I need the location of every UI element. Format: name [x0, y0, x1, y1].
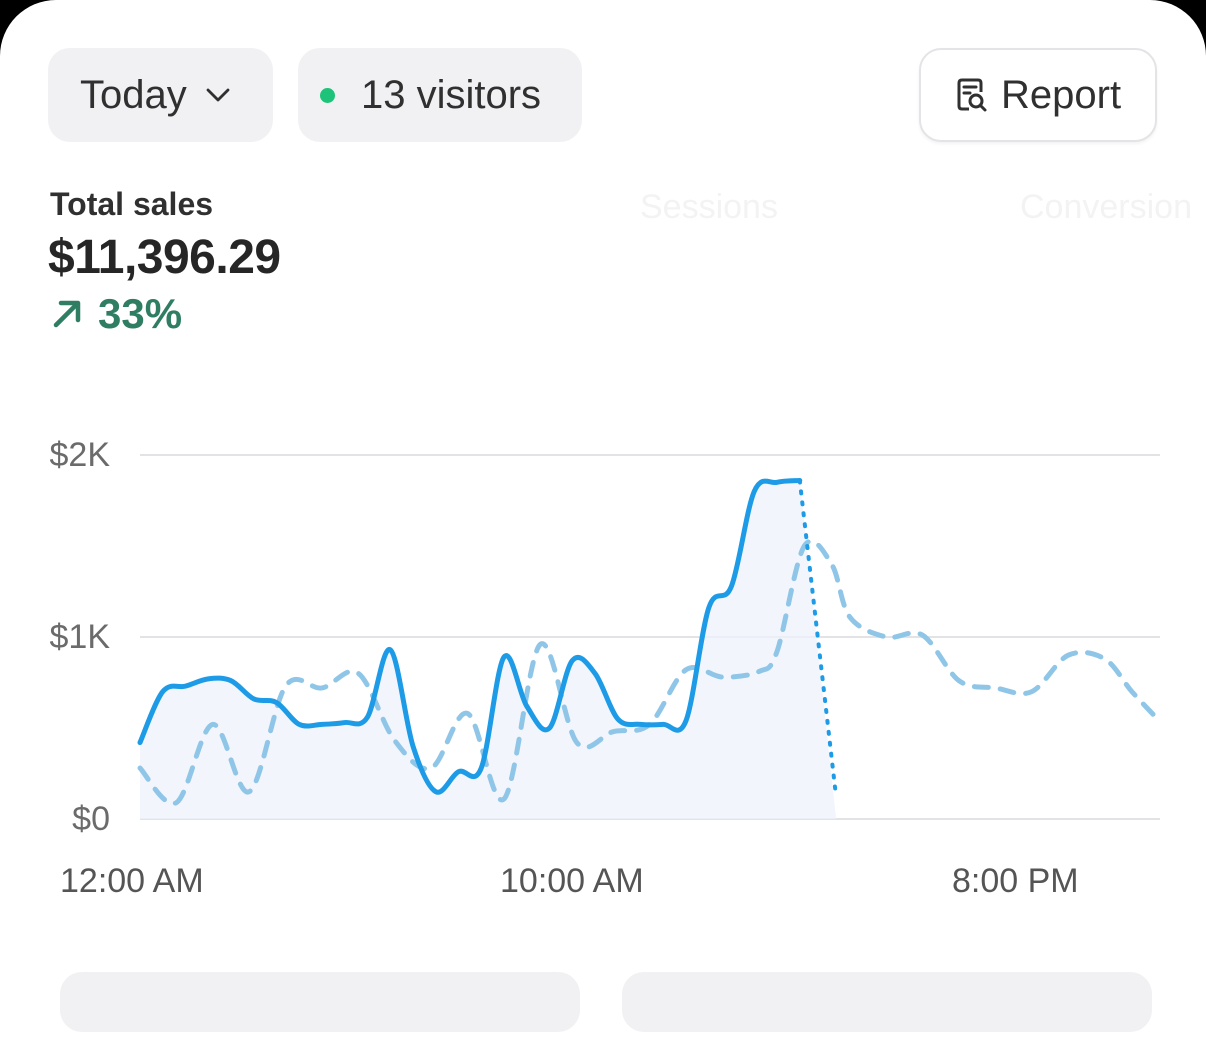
sales-line-chart[interactable]: [0, 410, 1206, 850]
y-tick-label: $1K: [49, 618, 111, 656]
x-tick-label: 12:00 AM: [60, 862, 204, 900]
metric-title[interactable]: Total sales: [50, 186, 214, 222]
series-line-projected: [797, 478, 839, 800]
series-line-today: [137, 477, 803, 795]
metric-change-value: 33%: [98, 290, 183, 337]
visitors-count: 13 visitors: [361, 72, 542, 117]
secondary-card[interactable]: [622, 972, 1152, 1032]
live-visitors-badge[interactable]: 13 visitors: [298, 48, 582, 142]
date-range-dropdown[interactable]: Today: [48, 48, 273, 142]
date-range-label: Today: [80, 72, 187, 117]
live-dot-icon: [320, 87, 335, 103]
trend-up-arrow-icon: [50, 297, 84, 331]
report-button[interactable]: Report: [919, 48, 1157, 142]
report-search-icon: [951, 76, 989, 114]
metric-tab-conversion[interactable]: Conversion: [1020, 188, 1192, 226]
series-area-today: [140, 480, 837, 819]
x-tick-label: 8:00 PM: [952, 862, 1079, 900]
y-tick-label: $2K: [49, 436, 111, 474]
metric-tab-sessions[interactable]: Sessions: [640, 188, 778, 226]
secondary-card[interactable]: [60, 972, 580, 1032]
y-tick-label: $0: [72, 800, 110, 838]
metric-value: $11,396.29: [48, 231, 281, 284]
chevron-down-icon: [205, 87, 231, 103]
report-label: Report: [1001, 72, 1122, 117]
metric-change: 33%: [50, 290, 182, 338]
x-tick-label: 10:00 AM: [500, 862, 644, 900]
